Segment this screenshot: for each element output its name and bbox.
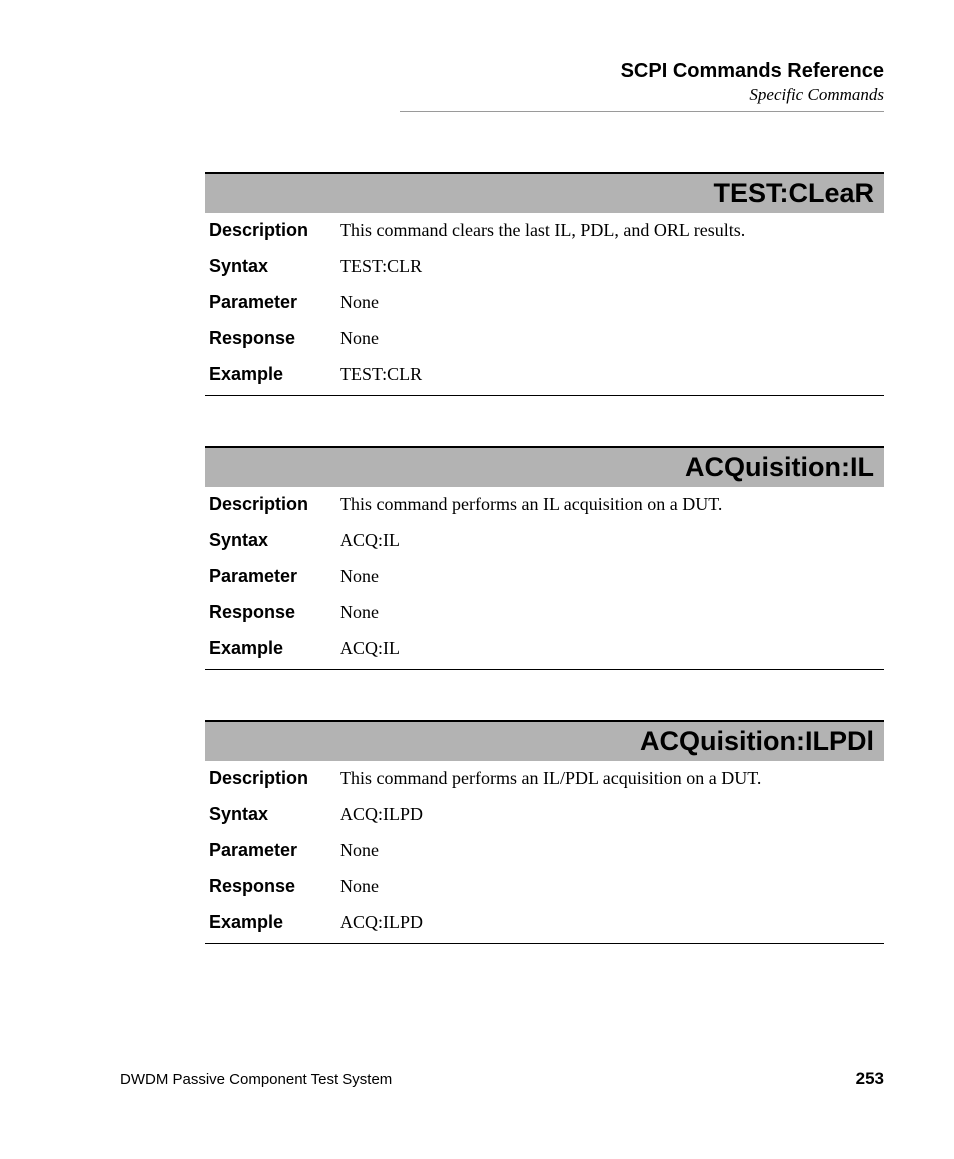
row-label: Response bbox=[205, 321, 340, 357]
document-page: SCPI Commands Reference Specific Command… bbox=[0, 0, 954, 1159]
table-row: Response None bbox=[205, 321, 884, 357]
row-label: Example bbox=[205, 631, 340, 667]
table-rule bbox=[205, 395, 884, 396]
command-block: ACQuisition:IL Description This command … bbox=[205, 446, 884, 670]
row-value: This command clears the last IL, PDL, an… bbox=[340, 213, 884, 249]
footer-doc-title: DWDM Passive Component Test System bbox=[120, 1071, 392, 1088]
command-title: ACQuisition:ILPDl bbox=[640, 726, 874, 756]
row-label: Response bbox=[205, 869, 340, 905]
table-row: Parameter None bbox=[205, 285, 884, 321]
table-row: Description This command performs an IL … bbox=[205, 487, 884, 523]
table-row: Example TEST:CLR bbox=[205, 357, 884, 393]
row-label: Syntax bbox=[205, 523, 340, 559]
row-label: Parameter bbox=[205, 559, 340, 595]
command-table: Description This command clears the last… bbox=[205, 213, 884, 393]
table-row: Description This command clears the last… bbox=[205, 213, 884, 249]
table-row: Parameter None bbox=[205, 559, 884, 595]
table-row: Syntax ACQ:IL bbox=[205, 523, 884, 559]
row-value: TEST:CLR bbox=[340, 357, 884, 393]
command-block: ACQuisition:ILPDl Description This comma… bbox=[205, 720, 884, 944]
command-table: Description This command performs an IL/… bbox=[205, 761, 884, 941]
row-label: Syntax bbox=[205, 797, 340, 833]
row-label: Syntax bbox=[205, 249, 340, 285]
table-rule bbox=[205, 943, 884, 944]
row-value: None bbox=[340, 321, 884, 357]
table-row: Response None bbox=[205, 595, 884, 631]
row-value: ACQ:IL bbox=[340, 631, 884, 667]
command-title-bar: ACQuisition:IL bbox=[205, 446, 884, 487]
table-row: Syntax ACQ:ILPD bbox=[205, 797, 884, 833]
row-value: None bbox=[340, 285, 884, 321]
page-header: SCPI Commands Reference Specific Command… bbox=[120, 60, 884, 112]
row-label: Response bbox=[205, 595, 340, 631]
command-block: TEST:CLeaR Description This command clea… bbox=[205, 172, 884, 396]
command-title-bar: ACQuisition:ILPDl bbox=[205, 720, 884, 761]
page-number: 253 bbox=[856, 1069, 884, 1089]
command-table: Description This command performs an IL … bbox=[205, 487, 884, 667]
row-label: Parameter bbox=[205, 285, 340, 321]
page-footer: DWDM Passive Component Test System 253 bbox=[120, 1069, 884, 1089]
row-value: ACQ:IL bbox=[340, 523, 884, 559]
header-rule bbox=[400, 111, 884, 112]
command-title-bar: TEST:CLeaR bbox=[205, 172, 884, 213]
table-row: Example ACQ:ILPD bbox=[205, 905, 884, 941]
row-value: TEST:CLR bbox=[340, 249, 884, 285]
row-value: This command performs an IL/PDL acquisit… bbox=[340, 761, 884, 797]
table-row: Parameter None bbox=[205, 833, 884, 869]
row-label: Description bbox=[205, 761, 340, 797]
row-value: None bbox=[340, 559, 884, 595]
row-label: Description bbox=[205, 213, 340, 249]
table-row: Syntax TEST:CLR bbox=[205, 249, 884, 285]
row-value: None bbox=[340, 595, 884, 631]
command-title: ACQuisition:IL bbox=[685, 452, 874, 482]
row-value: None bbox=[340, 869, 884, 905]
row-label: Description bbox=[205, 487, 340, 523]
table-row: Example ACQ:IL bbox=[205, 631, 884, 667]
row-value: This command performs an IL acquisition … bbox=[340, 487, 884, 523]
header-title: SCPI Commands Reference bbox=[120, 60, 884, 83]
header-subtitle: Specific Commands bbox=[120, 85, 884, 105]
row-label: Example bbox=[205, 905, 340, 941]
row-value: None bbox=[340, 833, 884, 869]
row-value: ACQ:ILPD bbox=[340, 797, 884, 833]
content-area: TEST:CLeaR Description This command clea… bbox=[120, 172, 884, 944]
row-value: ACQ:ILPD bbox=[340, 905, 884, 941]
row-label: Parameter bbox=[205, 833, 340, 869]
command-title: TEST:CLeaR bbox=[713, 178, 874, 208]
table-rule bbox=[205, 669, 884, 670]
table-row: Response None bbox=[205, 869, 884, 905]
table-row: Description This command performs an IL/… bbox=[205, 761, 884, 797]
row-label: Example bbox=[205, 357, 340, 393]
